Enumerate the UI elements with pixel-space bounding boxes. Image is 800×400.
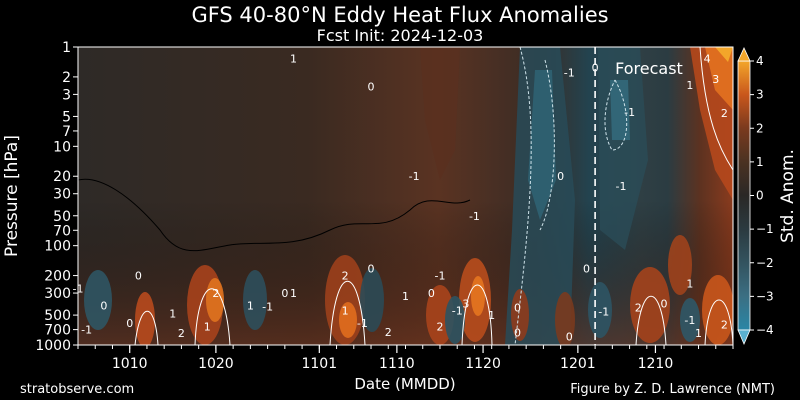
contour-label: 2 <box>212 287 219 300</box>
colorbar-tick-label: 1 <box>756 155 764 169</box>
contour-label: 2 <box>721 318 728 331</box>
y-tick-label: 10 <box>53 139 71 155</box>
y-tick-label: 70 <box>53 223 71 239</box>
colorbar-tick-label: −3 <box>756 289 774 303</box>
contour-label: 0 <box>100 299 107 312</box>
colorbar-tick-label: 0 <box>756 189 764 203</box>
forecast-label: Forecast <box>615 59 683 78</box>
y-tick-label: 500 <box>44 308 71 324</box>
colorbar-tick-label: 2 <box>756 121 764 135</box>
x-tick-label: 1210 <box>638 356 674 372</box>
contour-label: -1 <box>81 324 92 337</box>
x-tick-label: 1110 <box>379 356 415 372</box>
contour-label: 2 <box>385 326 392 339</box>
contour-label: 0 <box>368 263 375 276</box>
chart-subtitle: Fcst Init: 2024-12-03 <box>316 26 484 45</box>
colorbar-min-extend <box>737 329 751 346</box>
y-tick-label: 2 <box>62 70 71 86</box>
contour-label: 2 <box>178 327 185 340</box>
y-axis-label: Pressure [hPa] <box>2 135 22 257</box>
contour-label: 4 <box>704 52 711 65</box>
contour-label: -1 <box>262 301 273 314</box>
contour-label: 0 <box>126 317 133 330</box>
contour-label: -1 <box>452 305 463 318</box>
contour-label: 1 <box>169 307 176 320</box>
contour-label: 1 <box>204 320 211 333</box>
contour-label: 1 <box>247 299 254 312</box>
colorbar-tick-label: −2 <box>756 256 774 270</box>
y-tick-label: 3 <box>62 87 71 103</box>
contour-label: -1 <box>684 314 695 327</box>
contour-label: -1 <box>564 66 575 79</box>
y-tick-label: 1 <box>62 40 71 56</box>
x-tick-label: 1120 <box>465 356 501 372</box>
contour-label: 0 <box>135 270 142 283</box>
colorbar: −4 −3 −2 −1 0 1 2 3 4 Std. Anom. <box>737 47 798 346</box>
colorbar-tick-label: −4 <box>756 323 774 337</box>
colorbar-tick-label: 4 <box>756 54 764 68</box>
x-axis: 1010 1020 1101 1110 1120 1201 1210 <box>77 345 734 372</box>
contour-label: 0 <box>281 287 288 300</box>
contour-label: -1 <box>624 106 635 119</box>
y-tick-label: 30 <box>53 187 71 203</box>
contour-label: 1 <box>342 305 349 318</box>
y-tick-label: 300 <box>44 286 71 302</box>
contour-label: 0 <box>566 330 573 343</box>
contour-label: 0 <box>557 170 564 183</box>
contour-label: 3 <box>462 297 469 310</box>
x-tick-label: 1101 <box>301 356 337 372</box>
contour-label: 1 <box>488 309 495 322</box>
contour-label: 2 <box>721 107 728 120</box>
contour-label: -1 <box>598 306 609 319</box>
y-tick-label: 7 <box>62 124 71 140</box>
colorbar-tick-label: 3 <box>756 88 764 102</box>
contour-label: 1 <box>290 287 297 300</box>
contour-label: -1 <box>469 210 480 223</box>
contour-label: 3 <box>712 73 719 86</box>
contour-label: 0 <box>514 327 521 340</box>
chart-title: GFS 40-80°N Eddy Heat Flux Anomalies <box>191 3 609 27</box>
colorbar-max-extend <box>737 47 751 62</box>
contour-label: 2 <box>342 270 349 283</box>
y-tick-label: 700 <box>44 323 71 339</box>
contour-label: 1 <box>402 290 409 303</box>
contour-label: 0 <box>583 263 590 276</box>
credit-author: Figure by Z. D. Lawrence (NMT) <box>570 382 775 397</box>
x-tick-label: 1020 <box>198 356 234 372</box>
y-tick-label: 200 <box>44 269 71 285</box>
contour-label: -1 <box>409 170 420 183</box>
heatmap-field <box>78 47 733 345</box>
y-tick-label: 1000 <box>35 338 71 354</box>
x-tick-label: 1201 <box>560 356 596 372</box>
x-axis-label: Date (MMDD) <box>354 375 455 393</box>
contour-label: -1 <box>434 270 445 283</box>
contour-label: 2 <box>635 302 642 315</box>
contour-label: 0 <box>368 81 375 94</box>
credit-website: stratobserve.com <box>20 382 135 397</box>
y-tick-label: 5 <box>62 109 71 125</box>
colorbar-label: Std. Anom. <box>778 149 798 243</box>
x-tick-label: 1010 <box>112 356 148 372</box>
contour-label: 1 <box>695 327 702 340</box>
contour-label: -1 <box>615 180 626 193</box>
contour-label: -1 <box>357 317 368 330</box>
contour-label: 1 <box>290 52 297 65</box>
y-tick-label: 100 <box>44 239 71 255</box>
colorbar-tick-label: −1 <box>756 222 774 236</box>
contour-label: 0 <box>661 297 668 310</box>
contour-label: 0 <box>514 302 521 315</box>
contour-label: 2 <box>436 320 443 333</box>
contour-label: 1 <box>686 277 693 290</box>
contour-label: 0 <box>428 287 435 300</box>
contour-label: 0 <box>592 61 599 74</box>
y-tick-label: 20 <box>53 169 71 185</box>
contour-label: 1 <box>686 79 693 92</box>
y-tick-label: 50 <box>53 209 71 225</box>
